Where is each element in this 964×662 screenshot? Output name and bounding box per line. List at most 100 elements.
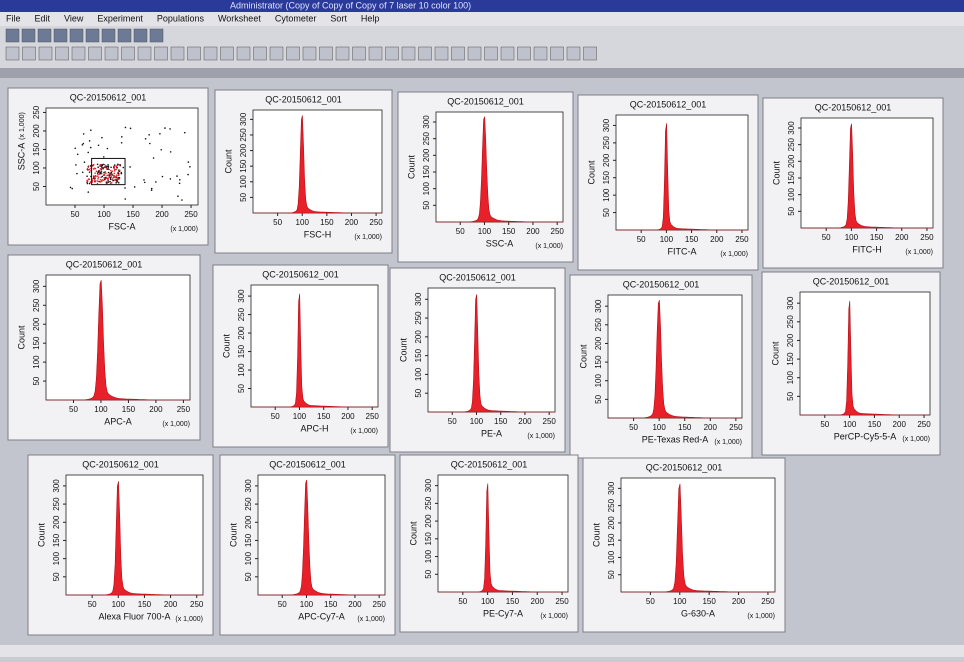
event-dot — [75, 164, 77, 166]
event-dot — [144, 138, 147, 140]
event-dot — [108, 173, 111, 175]
event-dot — [102, 156, 105, 158]
toolbar-button[interactable] — [85, 28, 100, 43]
toolbar-button[interactable] — [133, 28, 148, 43]
toolbar-button[interactable] — [121, 46, 135, 61]
toolbar-button[interactable] — [566, 46, 581, 61]
plot-title: QC-20150612_001 — [646, 462, 723, 472]
toolbar-button[interactable] — [104, 46, 119, 61]
y-tick-label: 100 — [52, 551, 61, 565]
toolbar-button[interactable] — [69, 28, 84, 43]
event-dot — [76, 153, 79, 156]
toolbar-button[interactable] — [220, 46, 234, 61]
y-axis-label: Count — [228, 523, 238, 548]
event-dot — [102, 174, 105, 177]
toolbar-button[interactable] — [55, 46, 69, 61]
menu-item[interactable]: Experiment — [97, 13, 143, 23]
toolbar-button[interactable] — [154, 46, 168, 61]
event-dot — [115, 182, 117, 184]
event-dot — [97, 171, 100, 173]
toolbar-button[interactable] — [467, 46, 482, 61]
event-dot — [92, 178, 94, 180]
toolbar-button[interactable] — [401, 46, 416, 61]
toolbar-button[interactable] — [149, 28, 164, 43]
y-tick-label: 100 — [787, 187, 796, 201]
toolbar-button[interactable] — [37, 28, 52, 43]
y-tick-label: 200 — [239, 143, 248, 157]
event-dot — [87, 178, 90, 180]
toolbar-button[interactable] — [22, 46, 36, 61]
event-dot — [101, 180, 103, 182]
toolbar-button[interactable] — [203, 46, 218, 61]
toolbar-button[interactable] — [533, 46, 548, 61]
toolbar-button[interactable] — [137, 46, 152, 61]
toolbar-button[interactable] — [53, 28, 68, 43]
event-dot — [96, 175, 99, 177]
toolbar-button[interactable] — [269, 46, 284, 61]
event-dot — [81, 171, 84, 174]
event-dot — [117, 178, 119, 181]
toolbar-button[interactable] — [187, 46, 201, 61]
y-axis-label: Count — [36, 523, 46, 548]
toolbar-button[interactable] — [302, 46, 317, 61]
y-scale-label: (x 1,000) — [19, 112, 26, 140]
event-dot — [88, 182, 91, 185]
menu-item[interactable]: Edit — [35, 13, 51, 23]
menu-item[interactable]: Help — [361, 13, 380, 23]
x-tick-label: 50 — [820, 420, 829, 429]
histogram — [46, 280, 190, 401]
toolbar-button[interactable] — [500, 46, 515, 61]
toolbar-button[interactable] — [484, 46, 498, 61]
x-tick-label: 200 — [155, 210, 169, 219]
toolbar-button[interactable] — [117, 28, 132, 43]
toolbar-button[interactable] — [38, 46, 53, 61]
toolbar-button[interactable] — [335, 46, 350, 61]
toolbar-button[interactable] — [236, 46, 251, 61]
toolbar-button[interactable] — [550, 46, 564, 61]
toolbar-button[interactable] — [71, 46, 86, 61]
toolbar-button[interactable] — [5, 46, 20, 61]
y-tick-label: 200 — [244, 515, 253, 529]
plot-title: QC-20150612_001 — [813, 276, 890, 286]
toolbar-button[interactable] — [88, 46, 102, 61]
menu-item[interactable]: View — [64, 13, 84, 23]
toolbar-button[interactable] — [5, 28, 20, 43]
toolbar-button[interactable] — [434, 46, 449, 61]
toolbar-button[interactable] — [583, 46, 597, 61]
toolbar-button[interactable] — [253, 46, 267, 61]
event-dot — [94, 172, 96, 174]
gate[interactable] — [91, 157, 126, 186]
y-tick-label: 150 — [52, 533, 61, 547]
y-tick-label: 250 — [594, 318, 603, 332]
menu-item[interactable]: Sort — [330, 13, 347, 23]
x-tick-label: 100 — [845, 233, 859, 242]
x-tick-label: 50 — [71, 210, 80, 219]
event-dot — [105, 166, 107, 169]
toolbar-button[interactable] — [21, 28, 36, 43]
toolbar-button[interactable] — [418, 46, 432, 61]
histogram — [436, 116, 563, 223]
toolbar-button[interactable] — [451, 46, 465, 61]
event-dot — [116, 180, 119, 182]
plot-area — [65, 474, 204, 596]
toolbar-button[interactable] — [517, 46, 531, 61]
menu-item[interactable]: Cytometer — [275, 13, 317, 23]
menu-item[interactable]: File — [6, 13, 21, 23]
event-dot — [152, 157, 155, 159]
x-tick-label: 250 — [373, 600, 387, 609]
y-tick-label: 200 — [787, 154, 796, 168]
toolbar-button[interactable] — [286, 46, 300, 61]
event-dot — [97, 144, 100, 147]
x-tick-label: 100 — [300, 600, 314, 609]
event-dot — [118, 169, 121, 172]
y-tick-label: 250 — [787, 137, 796, 151]
toolbar-button[interactable] — [352, 46, 366, 61]
menu-item[interactable]: Worksheet — [218, 13, 261, 23]
toolbar-button[interactable] — [170, 46, 185, 61]
y-axis-label: Count — [221, 334, 231, 359]
toolbar-button[interactable] — [385, 46, 399, 61]
toolbar-button[interactable] — [101, 28, 116, 43]
menu-item[interactable]: Populations — [157, 13, 205, 23]
toolbar-button[interactable] — [368, 46, 383, 61]
toolbar-button[interactable] — [319, 46, 333, 61]
